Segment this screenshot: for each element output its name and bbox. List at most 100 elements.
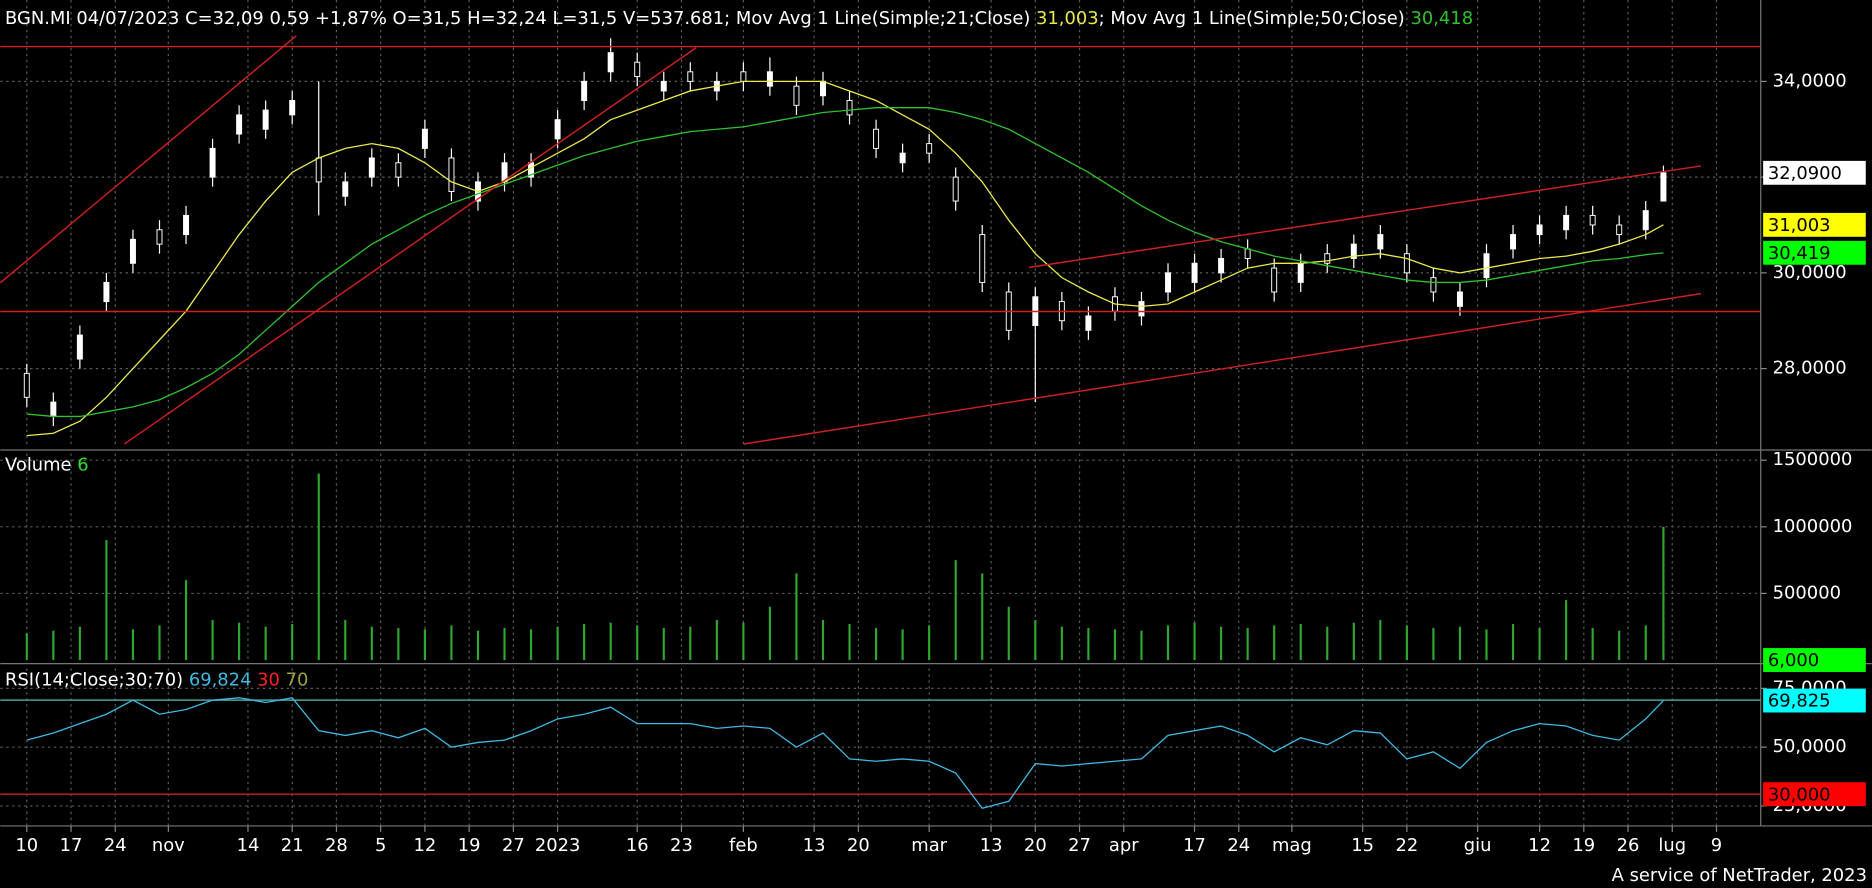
candle-body	[103, 281, 110, 303]
volume-bar	[1405, 625, 1408, 661]
candle-body	[448, 157, 455, 192]
volume-bar	[423, 629, 426, 661]
volume-bar	[1538, 628, 1541, 661]
volume-bar	[1166, 625, 1170, 661]
panel: 25,000050,000075,0000RSI(14;Close;30;70)…	[0, 668, 1866, 826]
x-tick-label: 17	[60, 835, 83, 856]
value-box	[1763, 782, 1866, 807]
volume-bar	[1591, 628, 1594, 661]
candle-body	[209, 147, 216, 178]
candle-body	[395, 162, 402, 178]
volume-bar	[397, 628, 400, 661]
candle-body	[766, 71, 773, 87]
x-tick-label: 27	[1068, 835, 1091, 856]
volume-bar	[52, 630, 55, 661]
x-tick-label: 2023	[535, 835, 581, 856]
candle-body	[76, 334, 83, 360]
x-tick-label: 10	[15, 835, 38, 856]
volume-bar	[105, 540, 108, 661]
volume-bar	[476, 630, 480, 661]
volume-bar	[317, 473, 320, 661]
candle-body	[23, 372, 30, 398]
volume-bar	[264, 626, 267, 661]
x-tick-label: nov	[152, 835, 185, 856]
volume-bar	[238, 622, 241, 661]
volume-bar	[875, 628, 878, 661]
volume-bar	[503, 628, 506, 661]
x-tick-label: 16	[626, 835, 649, 856]
candle-body	[1350, 243, 1357, 259]
footer: A service of NetTrader, 2023	[1612, 865, 1867, 886]
value-box	[1763, 212, 1866, 237]
volume-bar	[78, 626, 81, 661]
legend-entry: ; Mov Avg 1 Line(Simple;21;Close)	[724, 8, 1030, 29]
x-tick-label: 13	[803, 835, 826, 856]
volume-bar	[1662, 526, 1665, 661]
volume-bar	[821, 620, 825, 661]
x-tick-label: 28	[325, 835, 348, 856]
volume-bar	[1326, 626, 1329, 661]
y-tick-label: 30,0000	[1773, 262, 1847, 283]
value-box-label: 30,419	[1768, 243, 1831, 264]
x-tick-label: feb	[729, 835, 758, 856]
volume-bar	[1034, 620, 1037, 661]
volume-bar	[370, 626, 373, 661]
trend-line	[123, 47, 697, 445]
x-tick-label: 19	[1572, 835, 1595, 856]
volume-bar	[1299, 624, 1302, 661]
legend-level: 30	[257, 669, 280, 690]
candle-body	[634, 61, 641, 78]
candle-body	[1589, 214, 1596, 226]
candle-body	[183, 214, 190, 236]
value-box	[1763, 240, 1866, 265]
volume-bar	[689, 626, 692, 661]
candle-body	[342, 181, 349, 197]
volume-bar	[1246, 628, 1249, 661]
volume-bar	[1220, 626, 1223, 661]
volume-bar	[450, 625, 453, 661]
candle-body	[1138, 301, 1145, 317]
x-tick-label: 12	[1528, 835, 1551, 856]
x-tick-label: 19	[458, 835, 481, 856]
volume-bar	[901, 629, 904, 661]
volume-bar	[1644, 625, 1647, 661]
volume-bar	[954, 560, 957, 661]
volume-bar	[1007, 606, 1010, 661]
candle-body	[1244, 248, 1251, 259]
candle-body	[846, 100, 853, 116]
volume-bar	[1273, 625, 1276, 661]
candle-body	[1483, 253, 1490, 279]
candle-body	[315, 157, 322, 183]
volume-bar	[211, 620, 214, 661]
panel: 500000 1000000 1500000 Volume 6 6,000	[0, 449, 1866, 672]
candle-body	[1536, 224, 1543, 236]
candle-body	[1510, 234, 1517, 250]
legend-title: BGN.MI 04/07/2023 C=32,09 0,59 +1,87% O=…	[5, 8, 724, 29]
volume-bar	[715, 620, 718, 661]
candle-body	[926, 143, 933, 154]
series-line	[26, 80, 1664, 437]
candle-body	[50, 401, 57, 417]
volume-bar	[636, 625, 639, 661]
x-tick-label: 21	[281, 835, 304, 856]
value-box-label: 6,000	[1768, 650, 1819, 671]
x-tick-label: 14	[237, 835, 260, 856]
x-tick-label: lug	[1658, 835, 1686, 856]
candle-body	[820, 80, 826, 97]
candle-body	[1377, 234, 1384, 250]
value-box-label: 31,003	[1768, 215, 1831, 236]
volume-bar	[662, 628, 665, 661]
candle-body	[793, 85, 800, 106]
legend-entry: ; Mov Avg 1 Line(Simple;50;Close)	[1099, 8, 1405, 29]
candle-body	[1642, 210, 1649, 231]
value-box-label: 32,0900	[1768, 163, 1842, 184]
value-box-label: 30,000	[1768, 784, 1831, 805]
x-tick-label: 15	[1351, 835, 1374, 856]
candle-body	[979, 234, 986, 283]
legend-value: 31,003	[1036, 8, 1099, 29]
candle-body	[1271, 267, 1278, 293]
x-tick-label: 20	[1024, 835, 1047, 856]
volume-bar	[131, 629, 135, 661]
volume-bar	[981, 573, 984, 661]
